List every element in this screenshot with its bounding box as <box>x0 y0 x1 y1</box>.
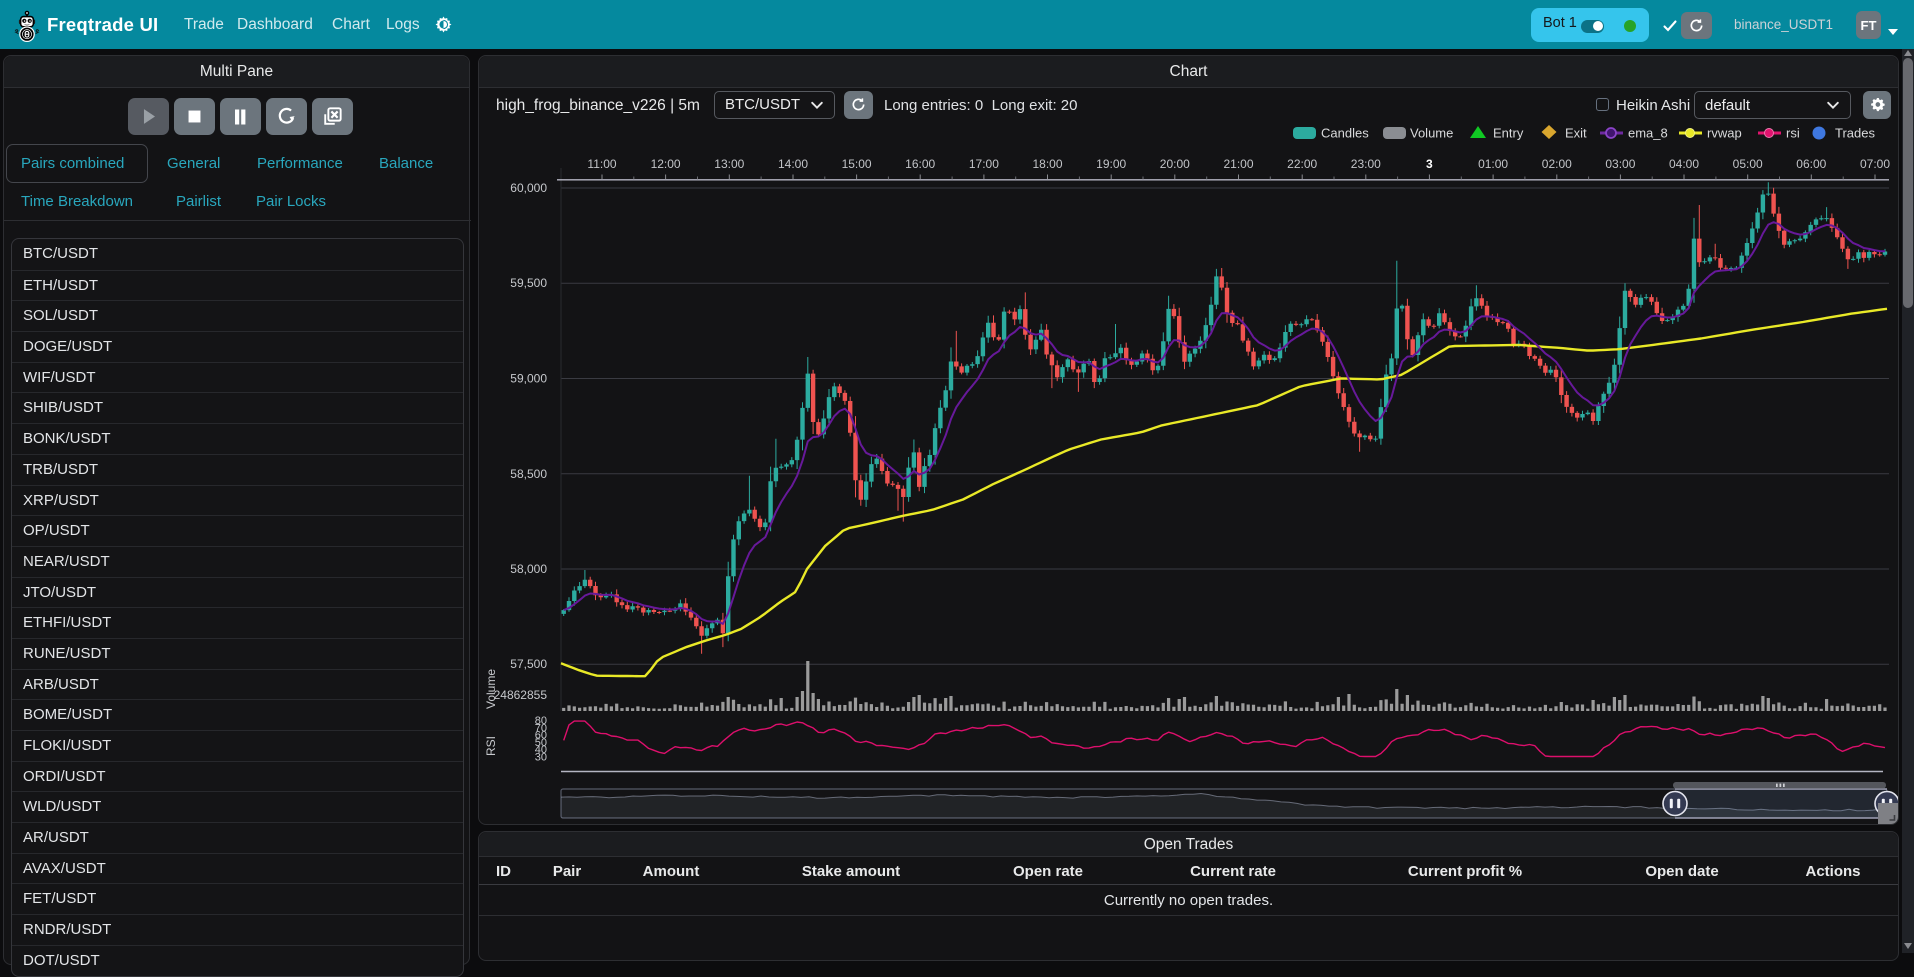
svg-text:80: 80 <box>535 715 547 727</box>
svg-text:24862855: 24862855 <box>494 688 548 702</box>
svg-text:RSI: RSI <box>484 736 498 756</box>
svg-text:30: 30 <box>535 752 547 764</box>
svg-text:60: 60 <box>535 730 547 742</box>
svg-text:70: 70 <box>535 722 547 734</box>
svg-text:19:00: 19:00 <box>1096 157 1126 171</box>
svg-text:50: 50 <box>535 737 547 749</box>
svg-text:Candles: Candles <box>1321 126 1369 141</box>
svg-text:11:00: 11:00 <box>587 157 616 171</box>
svg-text:rvwap: rvwap <box>1707 126 1742 141</box>
svg-text:rsi: rsi <box>1786 126 1800 141</box>
svg-text:Volume: Volume <box>1410 126 1453 141</box>
svg-text:05:00: 05:00 <box>1733 157 1763 171</box>
svg-text:02:00: 02:00 <box>1542 157 1572 171</box>
svg-text:57,500: 57,500 <box>510 657 547 671</box>
svg-text:Trades: Trades <box>1835 126 1875 141</box>
svg-text:58,500: 58,500 <box>510 467 547 481</box>
svg-text:21:00: 21:00 <box>1223 157 1253 171</box>
svg-text:58,000: 58,000 <box>510 562 547 576</box>
svg-text:13:00: 13:00 <box>714 157 744 171</box>
svg-text:17:00: 17:00 <box>969 157 999 171</box>
svg-text:59,000: 59,000 <box>510 372 547 386</box>
svg-text:01:00: 01:00 <box>1478 157 1508 171</box>
svg-text:03:00: 03:00 <box>1605 157 1635 171</box>
svg-text:14:00: 14:00 <box>778 157 808 171</box>
svg-text:59,500: 59,500 <box>510 276 547 290</box>
svg-text:22:00: 22:00 <box>1287 157 1317 171</box>
svg-text:20:00: 20:00 <box>1160 157 1190 171</box>
svg-text:Exit: Exit <box>1565 126 1587 141</box>
svg-text:04:00: 04:00 <box>1669 157 1699 171</box>
svg-text:Entry: Entry <box>1493 126 1524 141</box>
svg-text:12:00: 12:00 <box>651 157 681 171</box>
svg-text:3: 3 <box>1426 157 1433 171</box>
svg-text:23:00: 23:00 <box>1351 157 1381 171</box>
svg-text:ema_8: ema_8 <box>1628 126 1668 141</box>
svg-text:Volume: Volume <box>484 669 498 709</box>
svg-text:40: 40 <box>535 744 547 756</box>
svg-text:16:00: 16:00 <box>905 157 935 171</box>
svg-text:15:00: 15:00 <box>842 157 872 171</box>
svg-text:60,000: 60,000 <box>510 181 547 195</box>
svg-text:07:00: 07:00 <box>1860 157 1890 171</box>
svg-text:18:00: 18:00 <box>1032 157 1062 171</box>
svg-text:06:00: 06:00 <box>1796 157 1826 171</box>
